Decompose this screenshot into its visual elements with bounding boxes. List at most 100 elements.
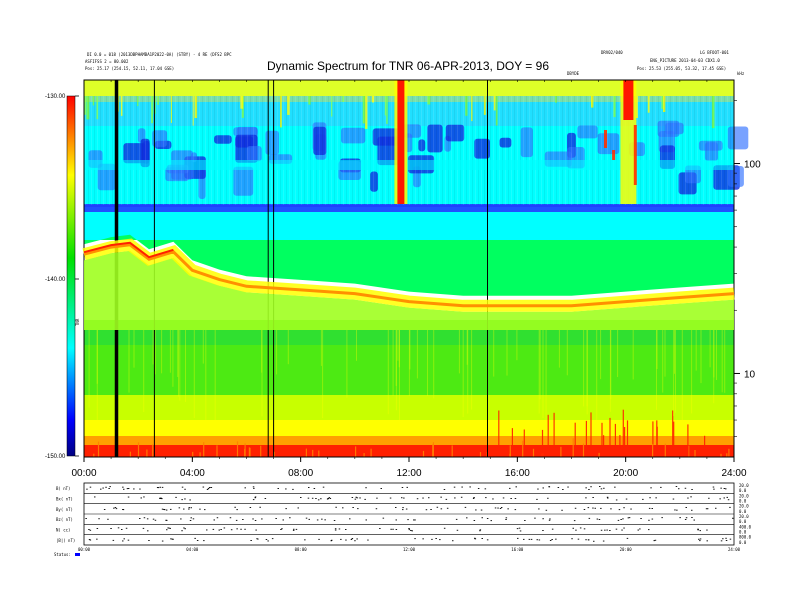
- panel-trace-dot: [364, 498, 366, 500]
- panel-trace-dot: [277, 488, 279, 489]
- plasma-line-red-segment: [83, 241, 174, 259]
- panel-trace-dot: [380, 488, 382, 489]
- low-frequency-spikes: [88, 330, 730, 457]
- y-axis: 100 10: [734, 100, 761, 437]
- yellow-striation: [471, 330, 473, 410]
- panel-trace-dot: [648, 519, 650, 521]
- left-position: Pos: 25.17 (254.15, 52.11, 17.04 GSE): [85, 66, 174, 71]
- panel-trace-dot: [89, 529, 92, 531]
- panel-trace-dot: [518, 527, 521, 529]
- panel-trace-dot: [305, 517, 308, 519]
- panel-trace-dot: [534, 517, 536, 519]
- panel-trace-dot: [170, 508, 172, 510]
- panel-trace-dot: [255, 529, 257, 531]
- panel-trace-dot: [326, 498, 329, 500]
- panel-trace-dot: [542, 518, 544, 520]
- panel-trace-dot: [292, 529, 295, 531]
- panel-trace-dot: [395, 519, 397, 521]
- panel-right-scale: 0.0: [739, 488, 747, 493]
- spike: [312, 449, 314, 457]
- yellow-striation: [493, 330, 495, 377]
- panel-trace-dot: [685, 507, 687, 508]
- yellow-striation: [287, 330, 289, 365]
- panel-trace-dot: [574, 507, 577, 509]
- panel-trace-dot: [304, 539, 306, 541]
- yellow-striation: [558, 330, 560, 368]
- panel-trace-dot: [112, 539, 115, 541]
- panel-trace-dot: [684, 519, 687, 520]
- x-tick-label: 08:00: [288, 468, 313, 479]
- panel-trace-dot: [184, 488, 186, 490]
- panel-trace-dot: [690, 496, 692, 498]
- panel-trace-dot: [401, 497, 403, 499]
- panel-trace-dot: [271, 538, 274, 540]
- panel-trace-dot: [402, 509, 404, 511]
- panel-trace-dot: [484, 488, 487, 490]
- panel-trace-dot: [395, 507, 397, 508]
- panel-trace-dot: [679, 517, 681, 519]
- yellow-striation: [542, 330, 544, 418]
- panel-trace-dot: [648, 529, 650, 531]
- panel-trace-dot: [469, 486, 471, 488]
- spike: [260, 445, 262, 457]
- colorbar-tick-label: -150.00: [45, 454, 66, 460]
- panel-trace-dot: [334, 528, 337, 530]
- panel-trace-dot: [661, 517, 663, 519]
- panel-trace-dot: [317, 499, 320, 501]
- panel-trace-dot: [592, 507, 594, 509]
- yellow-striation: [632, 330, 634, 380]
- panel-trace-dot: [338, 528, 341, 530]
- panel-trace-dot: [166, 529, 168, 531]
- panel-x-axis: 00:00 04:00 08:00 12:00 16:00 20:00 24:00: [78, 547, 741, 552]
- panel-trace-dot: [606, 496, 609, 498]
- panel-trace-dot: [406, 486, 408, 488]
- panel-trace-dot: [108, 488, 110, 489]
- panel-trace-dot: [204, 509, 206, 511]
- yellow-striation: [583, 330, 585, 407]
- panel-x-tick-label: 00:00: [78, 547, 91, 552]
- panel-trace-dot: [628, 517, 631, 519]
- panel-trace-dot: [253, 487, 255, 489]
- panel-trace-dot: [466, 517, 468, 519]
- panel-trace-dot: [408, 528, 410, 529]
- panel-trace-dot: [723, 488, 726, 489]
- yellow-striation: [610, 330, 612, 400]
- panel-trace-dot: [367, 539, 369, 541]
- panel-trace-dot: [698, 538, 700, 540]
- panel-trace-dot: [267, 540, 269, 542]
- panel-x-tick-label: 08:00: [295, 547, 308, 552]
- panel-trace-dot: [727, 499, 730, 501]
- panel-trace-dot: [340, 538, 342, 540]
- panel-trace-dot: [706, 529, 708, 531]
- panel-trace-dot: [88, 539, 91, 540]
- left-info-line1: DI 0.0 = 018 (2013DBPHAMBA1P2022-0A) (ST…: [87, 52, 232, 57]
- panel-trace-dot: [674, 509, 676, 511]
- panel-trace-dot: [352, 507, 354, 508]
- panel-trace-dot: [588, 489, 590, 490]
- panel-trace-dot: [585, 497, 587, 499]
- panel-trace-dot: [606, 529, 608, 531]
- spike: [523, 429, 525, 457]
- panel-trace-dot: [416, 498, 419, 500]
- panel-trace-dot: [607, 497, 609, 499]
- panel-trace-dot: [289, 517, 291, 519]
- yellow-striation: [695, 330, 697, 371]
- panel-trace-dot: [375, 508, 378, 510]
- panel-trace-dot: [609, 530, 611, 531]
- spike: [249, 447, 251, 457]
- panel-trace-dot: [405, 508, 408, 510]
- panel-trace-dot: [422, 538, 424, 540]
- panel-trace-dot: [408, 529, 411, 531]
- panel-trace-dot: [152, 518, 155, 520]
- panel-trace-dot: [293, 528, 295, 530]
- panel-trace-dot: [395, 529, 398, 530]
- panel-trace-dot: [649, 497, 651, 499]
- yellow-striation: [433, 330, 435, 399]
- panel-trace-dot: [292, 488, 294, 490]
- panel-trace-dot: [308, 518, 310, 520]
- spike: [694, 450, 696, 457]
- panel-trace-dot: [324, 519, 326, 521]
- yellow-striation: [161, 330, 163, 374]
- panel-trace-dot: [249, 507, 252, 508]
- panel-trace-dot: [257, 538, 259, 540]
